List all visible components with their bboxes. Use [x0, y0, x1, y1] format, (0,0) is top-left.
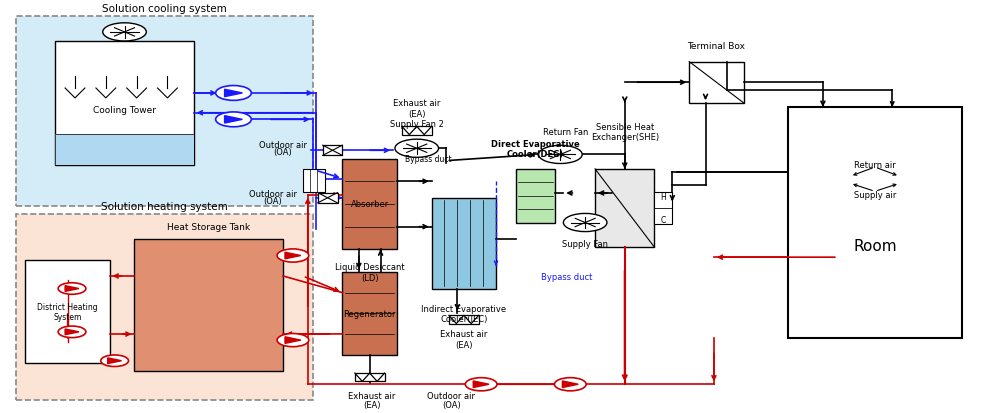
- Polygon shape: [473, 381, 489, 388]
- Text: Supply air: Supply air: [854, 191, 896, 200]
- Text: Solution cooling system: Solution cooling system: [102, 4, 226, 14]
- Text: Outdoor air: Outdoor air: [428, 392, 475, 400]
- Circle shape: [539, 146, 582, 164]
- Text: (EA): (EA): [455, 340, 472, 349]
- Text: Exhaust air: Exhaust air: [348, 392, 396, 400]
- Text: (OA): (OA): [264, 197, 283, 206]
- Polygon shape: [285, 337, 301, 344]
- Text: Terminal Box: Terminal Box: [687, 41, 745, 50]
- Bar: [317, 193, 337, 204]
- Bar: [355, 373, 385, 382]
- Text: Absorber: Absorber: [350, 200, 389, 209]
- Text: C: C: [661, 216, 666, 225]
- Circle shape: [101, 355, 129, 367]
- Text: (OA): (OA): [274, 148, 293, 157]
- Bar: [16, 215, 312, 400]
- Text: (EA): (EA): [363, 400, 381, 408]
- Text: Regenerator: Regenerator: [343, 309, 396, 318]
- Circle shape: [563, 214, 607, 232]
- Bar: [402, 127, 432, 135]
- Bar: [432, 198, 496, 289]
- Text: H: H: [661, 192, 667, 201]
- Bar: [322, 146, 342, 156]
- Text: Bypass duct: Bypass duct: [405, 155, 451, 164]
- Bar: [135, 240, 283, 371]
- Bar: [689, 62, 744, 104]
- Text: Room: Room: [853, 239, 897, 254]
- Text: Outdoor air: Outdoor air: [249, 190, 298, 199]
- Circle shape: [215, 86, 251, 101]
- Text: Supply Fan: Supply Fan: [562, 239, 608, 248]
- Bar: [16, 17, 312, 206]
- Circle shape: [395, 140, 438, 158]
- Text: Return Fan: Return Fan: [543, 128, 588, 137]
- Text: Indirect Evaporative
Cooler(IEC): Indirect Evaporative Cooler(IEC): [422, 304, 506, 323]
- Bar: [56, 135, 193, 165]
- Text: Solution heating system: Solution heating system: [101, 202, 227, 211]
- Circle shape: [59, 326, 86, 338]
- Polygon shape: [562, 381, 578, 388]
- Circle shape: [103, 24, 146, 42]
- Circle shape: [215, 113, 251, 128]
- Polygon shape: [65, 286, 79, 292]
- Bar: [655, 193, 673, 224]
- Polygon shape: [285, 253, 301, 259]
- Text: Direct Evaporative
Cooler(DEC): Direct Evaporative Cooler(DEC): [491, 139, 580, 159]
- Bar: [342, 272, 397, 355]
- Bar: [342, 159, 397, 250]
- Polygon shape: [108, 358, 122, 364]
- Text: (EA): (EA): [408, 109, 426, 119]
- Text: (OA): (OA): [442, 400, 461, 408]
- Text: Sensible Heat
Exchanger(SHE): Sensible Heat Exchanger(SHE): [590, 123, 659, 142]
- Bar: [56, 135, 193, 165]
- Bar: [595, 169, 655, 248]
- Text: Return air: Return air: [854, 161, 896, 170]
- Bar: [303, 169, 324, 192]
- Polygon shape: [224, 116, 242, 124]
- Bar: [26, 260, 110, 363]
- Polygon shape: [224, 90, 242, 97]
- Circle shape: [277, 334, 309, 347]
- Text: Heat Storage Tank: Heat Storage Tank: [168, 223, 250, 232]
- Circle shape: [555, 378, 586, 391]
- Bar: [789, 108, 961, 338]
- Bar: [516, 169, 556, 223]
- Text: Supply Fan 2: Supply Fan 2: [390, 120, 443, 129]
- Text: Outdoor air: Outdoor air: [259, 140, 307, 149]
- Bar: [56, 42, 193, 165]
- Circle shape: [465, 378, 497, 391]
- Circle shape: [277, 249, 309, 263]
- Text: Cooling Tower: Cooling Tower: [93, 105, 156, 114]
- Text: Bypass duct: Bypass duct: [541, 272, 592, 281]
- Text: Exhaust air: Exhaust air: [440, 330, 487, 339]
- Text: Exhaust air: Exhaust air: [393, 99, 440, 108]
- Text: Liquid Desiccant
(LD): Liquid Desiccant (LD): [335, 263, 405, 282]
- Circle shape: [59, 283, 86, 294]
- Bar: [449, 316, 479, 324]
- Text: District Heating
System: District Heating System: [38, 302, 98, 321]
- Polygon shape: [65, 329, 79, 335]
